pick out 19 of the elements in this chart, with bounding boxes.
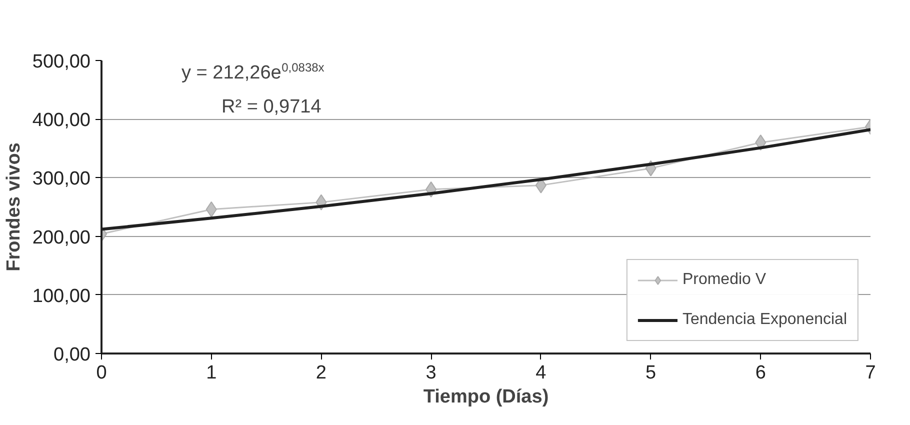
y-axis-title: Frondes vivos	[3, 142, 24, 272]
x-tick-label: 4	[536, 362, 547, 384]
x-tick-label: 3	[426, 362, 436, 384]
y-tick-label: 400,00	[32, 110, 91, 132]
legend-label: Tendencia Exponencial	[682, 311, 847, 329]
y-tick-label: 100,00	[32, 286, 91, 307]
x-axis-title: Tiempo (Días)	[423, 386, 549, 408]
x-tick-label: 0	[96, 362, 107, 384]
x-tick-label: 1	[206, 362, 217, 384]
legend-label: Promedio V	[682, 271, 766, 289]
x-tick-label: 2	[316, 362, 327, 384]
y-tick-label: 0,00	[54, 344, 91, 366]
x-tick-label: 7	[865, 362, 876, 384]
x-tick-label: 6	[755, 362, 766, 384]
x-tick-label: 5	[646, 362, 656, 384]
y-tick-label: 200,00	[32, 227, 91, 248]
y-tick-label: 500,00	[32, 52, 91, 72]
y-tick-label: 300,00	[32, 168, 91, 190]
annotation: R² = 0,9714	[222, 96, 322, 118]
